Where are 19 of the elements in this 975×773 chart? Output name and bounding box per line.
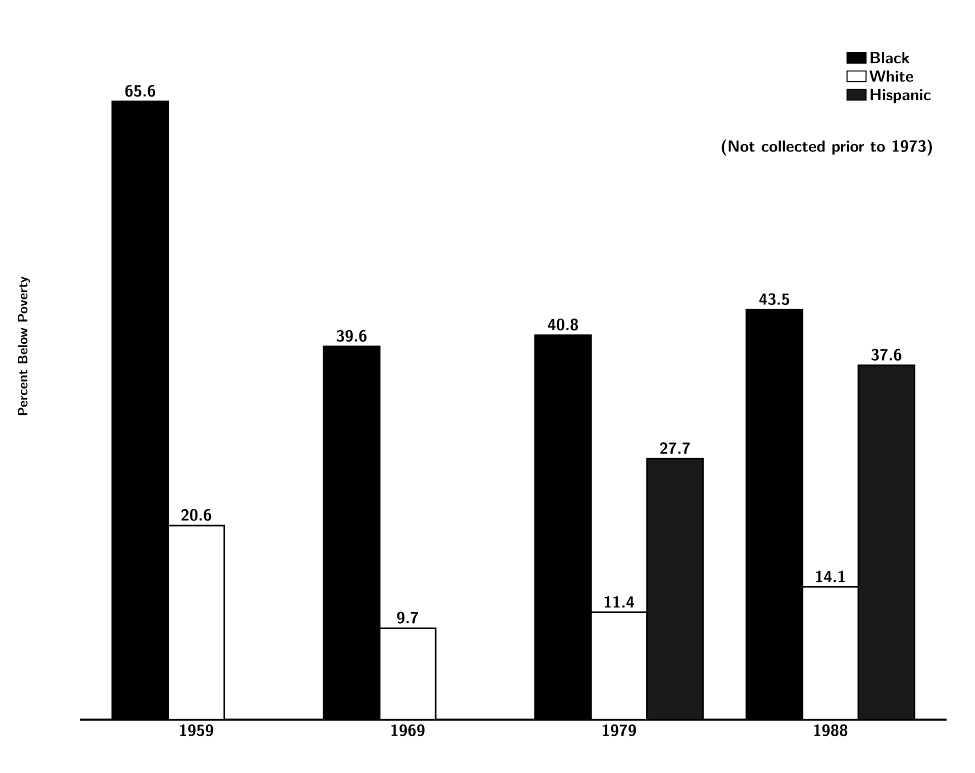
x-tick-label: 1959 — [180, 724, 214, 736]
x-tick-label: 1979 — [602, 724, 636, 736]
x-tick-label: 1969 — [391, 724, 424, 736]
y-axis-title: Percent Below Poverty — [18, 276, 30, 416]
data-label: 40.8 — [548, 318, 578, 330]
data-label: 9.7 — [397, 612, 418, 624]
data-label: 43.5 — [759, 293, 790, 306]
legend-label: Hispanic — [870, 88, 931, 104]
data-label: 39.6 — [336, 330, 367, 342]
legend-label: White — [870, 70, 914, 82]
data-label: 65.6 — [125, 84, 156, 97]
legend-label: Black — [870, 52, 910, 64]
data-label: 11.4 — [604, 596, 634, 608]
data-label: 14.1 — [816, 570, 845, 582]
data-label: 20.6 — [181, 509, 212, 521]
annotation: (Not collected prior to 1973) — [722, 140, 932, 156]
data-label: 27.7 — [660, 442, 690, 454]
x-tick-label: 1988 — [814, 724, 848, 736]
data-label: 37.6 — [871, 348, 902, 361]
